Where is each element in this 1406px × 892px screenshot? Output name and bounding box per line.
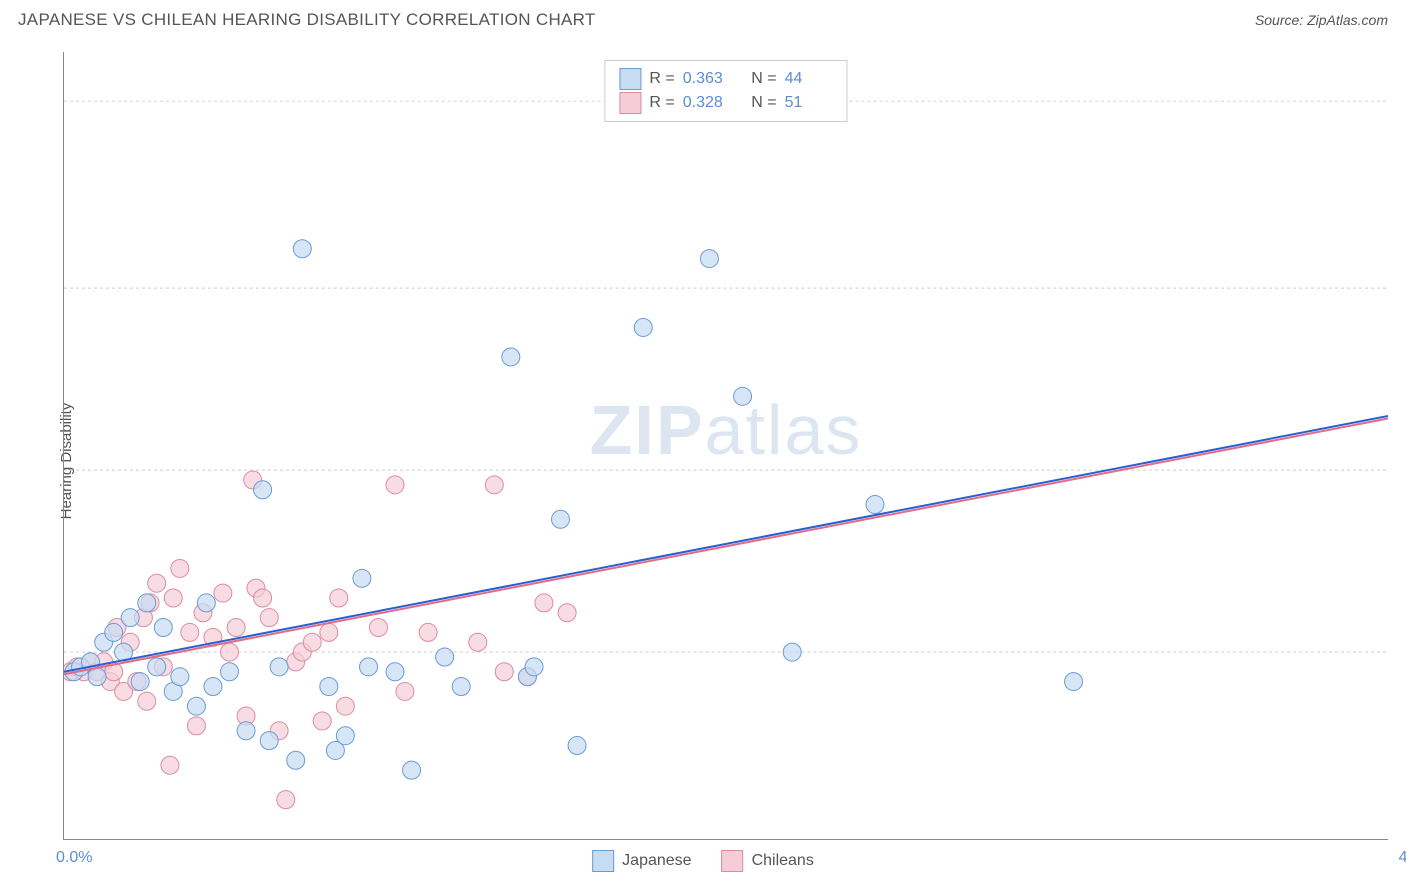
legend-label: Japanese xyxy=(622,852,691,870)
chart-header: JAPANESE VS CHILEAN HEARING DISABILITY C… xyxy=(0,0,1406,38)
chart-title: JAPANESE VS CHILEAN HEARING DISABILITY C… xyxy=(18,10,596,30)
legend-series-item: Chileans xyxy=(722,850,814,872)
legend-swatch xyxy=(722,850,744,872)
y-tick-label: 11.2% xyxy=(1398,278,1406,296)
y-tick-label: 15.0% xyxy=(1398,91,1406,109)
legend-series-item: Japanese xyxy=(592,850,691,872)
legend-label: Chileans xyxy=(752,852,814,870)
y-tick-label: 3.8% xyxy=(1398,643,1406,661)
legend-stats: R = 0.363 N = 44 R = 0.328 N = 51 xyxy=(604,60,847,122)
legend-swatch xyxy=(619,68,641,90)
legend-series: Japanese Chileans xyxy=(592,850,814,872)
legend-stat-row: R = 0.363 N = 44 xyxy=(619,67,832,91)
chart-container: Hearing Disability ZIPatlas R = 0.363 N … xyxy=(18,42,1388,880)
legend-swatch xyxy=(619,92,641,114)
x-max-label: 40.0% xyxy=(1399,849,1406,867)
legend-stat-row: R = 0.328 N = 51 xyxy=(619,91,832,115)
y-tick-label: 7.5% xyxy=(1398,461,1406,479)
source-credit: Source: ZipAtlas.com xyxy=(1255,12,1388,28)
legend-swatch xyxy=(592,850,614,872)
plot-area: ZIPatlas R = 0.363 N = 44 R = 0.328 N = … xyxy=(63,52,1388,840)
chart-svg xyxy=(64,52,1388,839)
x-min-label: 0.0% xyxy=(56,849,92,867)
